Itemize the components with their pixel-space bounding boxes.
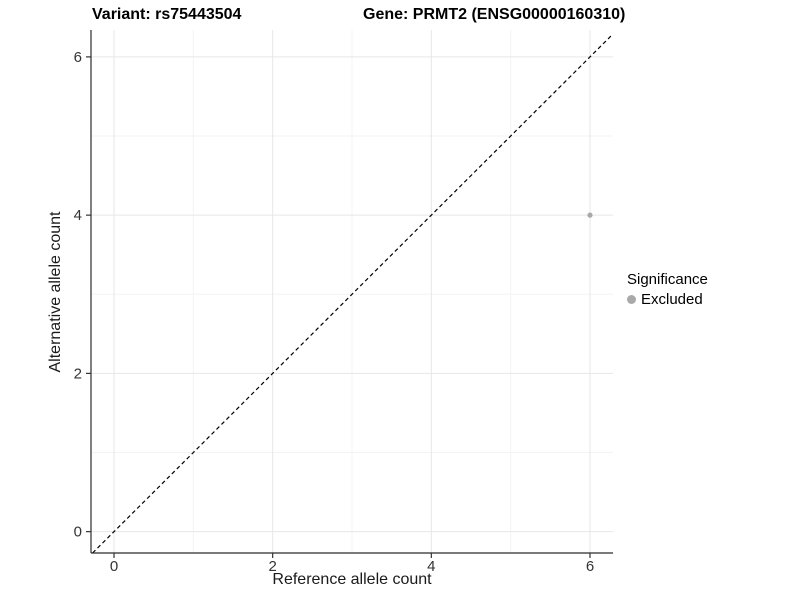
- x-axis-label: Reference allele count: [272, 571, 432, 588]
- x-tick-label: 4: [427, 558, 435, 575]
- legend-title: Significance: [627, 271, 708, 288]
- y-tick-label: 4: [74, 207, 82, 224]
- y-axis-label: Alternative allele count: [47, 211, 64, 373]
- legend: Significance Excluded: [627, 271, 708, 308]
- plot-title-variant: Variant: rs75443504: [92, 6, 242, 23]
- excluded-point-icon: [627, 295, 636, 304]
- x-tick-label: 0: [110, 558, 118, 575]
- y-tick-label: 6: [74, 49, 82, 66]
- x-tick-label: 6: [586, 558, 594, 575]
- legend-item-excluded: Excluded: [627, 291, 708, 308]
- legend-item-label: Excluded: [641, 291, 703, 308]
- y-tick-label: 0: [74, 524, 82, 541]
- x-tick-label: 2: [268, 558, 276, 575]
- data-point: [587, 212, 593, 218]
- identity-dashed-line: [92, 33, 614, 554]
- y-tick-label: 2: [74, 365, 82, 382]
- plot-title-gene: Gene: PRMT2 (ENSG00000160310): [363, 6, 626, 23]
